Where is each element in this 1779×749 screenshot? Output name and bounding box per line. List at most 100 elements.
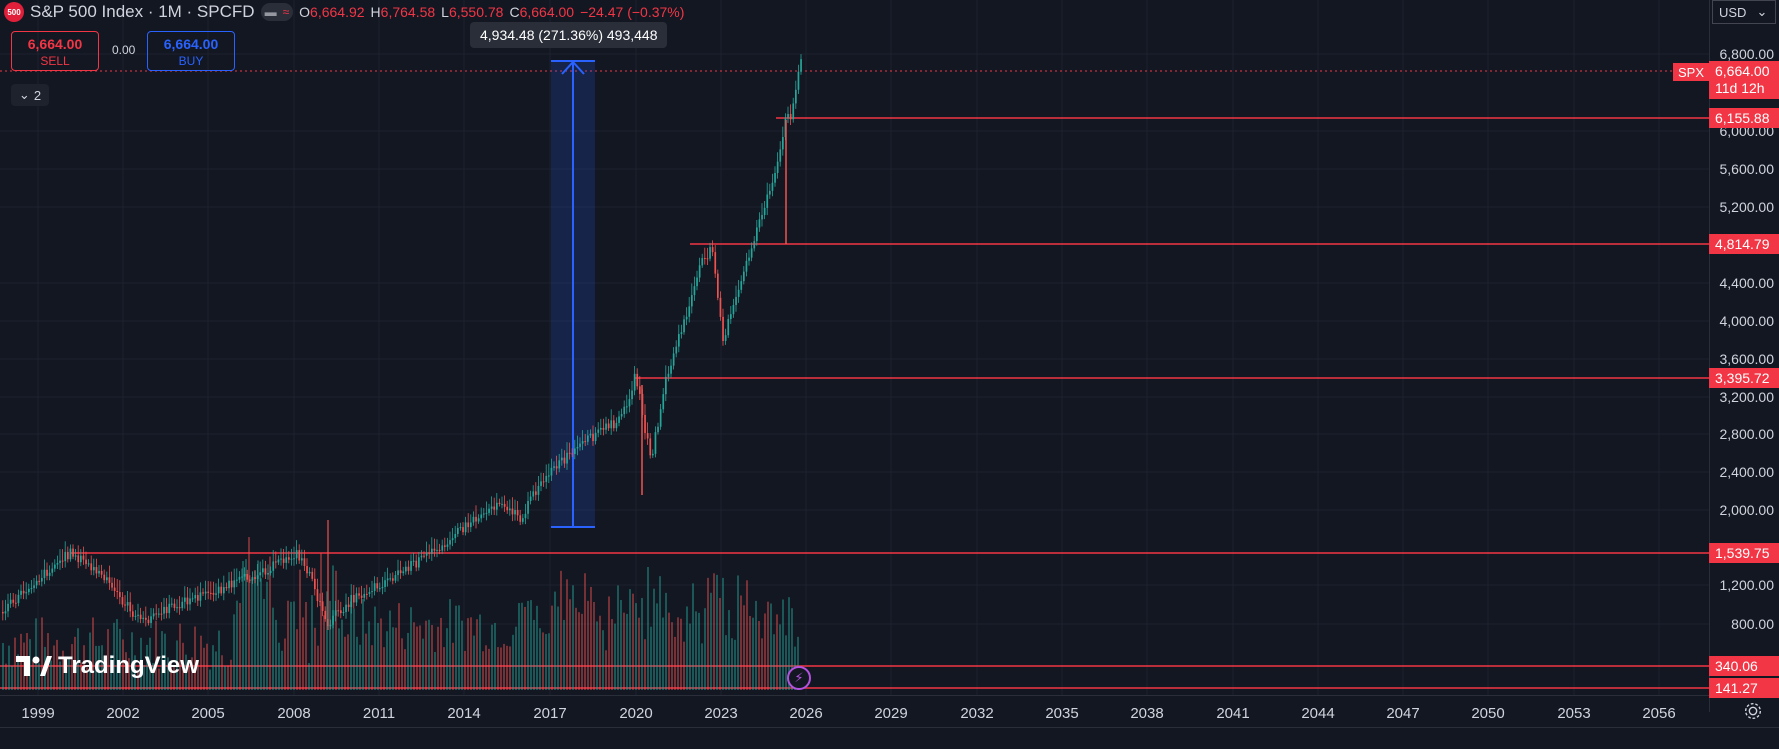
- candle-body: [381, 586, 384, 589]
- candle-body: [444, 545, 446, 547]
- time-tick-label: 2053: [1557, 705, 1591, 722]
- volume-bar: [68, 656, 70, 690]
- indicators-collapse-button[interactable]: ⌄ 2: [11, 84, 49, 106]
- chart-pane[interactable]: [0, 0, 1709, 695]
- candle-body: [576, 446, 579, 449]
- volume-bar: [236, 600, 238, 690]
- candle-body: [126, 602, 129, 606]
- candle-body: [589, 433, 592, 436]
- volume-bar: [620, 599, 622, 690]
- time-tick-label: 2011: [362, 705, 396, 722]
- candle-body: [740, 281, 743, 290]
- volume-bar: [770, 603, 772, 690]
- wave-icon[interactable]: ≈: [282, 5, 290, 19]
- candle-body: [506, 506, 509, 511]
- candle-body: [314, 578, 316, 590]
- volume-bar: [464, 650, 466, 690]
- candle-body: [405, 566, 407, 572]
- volume-bar: [152, 663, 154, 690]
- candle-body: [748, 257, 750, 261]
- settings-gear-icon[interactable]: [1742, 700, 1764, 722]
- candle-body: [438, 549, 441, 551]
- volume-bar: [638, 617, 640, 690]
- candle-body: [329, 624, 332, 627]
- volume-bar: [77, 628, 79, 690]
- time-tick-label: 2035: [1045, 705, 1079, 722]
- level-price-label[interactable]: 141.27: [1709, 678, 1779, 698]
- volume-bar: [746, 580, 748, 690]
- candle-body: [225, 587, 228, 589]
- candle-body: [418, 557, 420, 568]
- candle-body: [477, 518, 480, 522]
- volume-bar: [296, 629, 298, 690]
- candle-body: [548, 475, 550, 477]
- volume-bar: [242, 560, 244, 690]
- candle-body: [306, 565, 308, 574]
- symbol-title[interactable]: S&P 500 Index · 1M · SPCFD: [30, 2, 255, 21]
- price-axis[interactable]: 6,800.00 6,000.00 5,600.00 5,200.00 4,400.00…: [1709, 0, 1779, 712]
- volume-bar: [530, 600, 532, 690]
- candle-body: [459, 527, 462, 529]
- level-price-label[interactable]: 3,395.72: [1709, 368, 1779, 388]
- level-price-label[interactable]: 4,814.79: [1709, 234, 1779, 254]
- candle-body: [620, 414, 623, 417]
- candle-body: [737, 289, 740, 297]
- candle-body: [311, 571, 314, 579]
- candle-body: [529, 496, 532, 501]
- candle-body: [800, 59, 802, 72]
- volume-bar: [314, 627, 316, 690]
- volume-bar: [476, 619, 478, 690]
- candle-body: [74, 555, 77, 557]
- volume-bar: [275, 619, 277, 690]
- candle-body: [646, 433, 649, 439]
- legend-toggle-pill[interactable]: ▬ ≈: [260, 3, 294, 21]
- candle-body: [636, 373, 639, 387]
- volume-bar: [95, 645, 97, 690]
- volume-bar: [119, 628, 121, 690]
- time-axis[interactable]: 1999 2002 2005 2008 2011 2014 2017 2020 2023 2026…: [0, 695, 1709, 728]
- volume-bar: [191, 657, 193, 690]
- currency-select[interactable]: USD ⌄: [1712, 0, 1776, 24]
- volume-bar: [779, 624, 781, 690]
- candle-body: [709, 247, 711, 259]
- candle-body: [215, 593, 217, 595]
- candle-body: [618, 416, 620, 423]
- volume-bar: [101, 645, 103, 690]
- volume-bar: [668, 612, 670, 690]
- candle-body: [43, 569, 46, 578]
- volume-bar: [698, 612, 700, 690]
- price-chart[interactable]: [0, 0, 1709, 695]
- volume-bar: [494, 622, 496, 690]
- price-tick-label: 4,000.00: [1719, 313, 1775, 329]
- candle-body: [116, 590, 119, 593]
- volume-bar: [692, 583, 694, 690]
- volume-bar: [368, 621, 370, 690]
- candle-body: [72, 548, 74, 557]
- tradingview-logo[interactable]: TradingView: [16, 652, 199, 680]
- candle-body: [155, 613, 158, 615]
- candle-body: [77, 555, 80, 563]
- candle-body: [113, 587, 116, 591]
- time-tick-label: 2032: [960, 705, 994, 722]
- candle-body: [402, 571, 405, 574]
- minus-icon[interactable]: ▬: [264, 5, 277, 19]
- candle-body: [194, 595, 197, 599]
- level-price-label[interactable]: 1,539.75: [1709, 543, 1779, 563]
- volume-bar: [716, 574, 718, 690]
- tradingview-logo-icon: [16, 656, 52, 676]
- lightning-icon[interactable]: ⚡: [787, 666, 811, 690]
- volume-bar: [617, 585, 619, 690]
- volume-bar: [359, 644, 361, 690]
- volume-bar: [251, 579, 253, 690]
- volume-bar: [74, 636, 76, 690]
- candle-body: [470, 522, 472, 528]
- candle-body: [691, 295, 693, 307]
- candle-body: [555, 466, 558, 469]
- level-price-label[interactable]: 340.06: [1709, 656, 1779, 676]
- candle-body: [568, 452, 571, 454]
- candle-body: [706, 258, 709, 260]
- sell-button[interactable]: 6,664.00 SELL: [11, 31, 99, 71]
- volume-bar: [200, 635, 202, 690]
- level-price-label[interactable]: 6,155.88: [1709, 108, 1779, 128]
- buy-button[interactable]: 6,664.00 BUY: [147, 31, 235, 71]
